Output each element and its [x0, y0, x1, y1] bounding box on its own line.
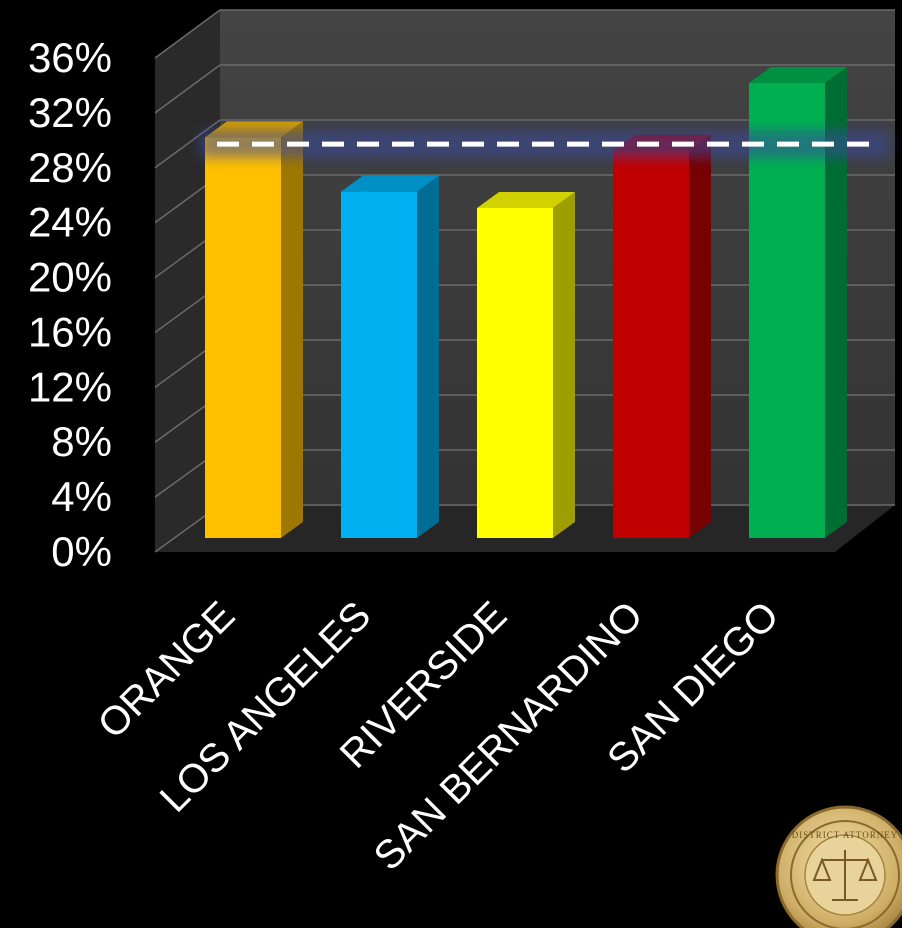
x-tick-label: SAN BERNARDINO	[366, 593, 652, 879]
bar	[341, 175, 439, 538]
y-tick-label: 8%	[51, 418, 112, 465]
bar-side	[281, 121, 303, 538]
reference-line-group	[200, 130, 890, 159]
bar-side	[417, 175, 439, 538]
bar-top	[477, 191, 575, 208]
bar-side	[825, 67, 847, 538]
gridline-side	[154, 64, 221, 114]
bar-top	[749, 67, 847, 83]
y-tick-label: 24%	[28, 199, 112, 246]
y-tick-label: 0%	[51, 528, 112, 575]
y-tick-label: 20%	[28, 254, 112, 301]
district-attorney-seal: DISTRICT ATTORNEY	[775, 805, 902, 928]
bar	[613, 134, 711, 538]
bar-front	[749, 83, 825, 538]
bar	[749, 67, 847, 538]
bar-side	[689, 134, 711, 538]
seal-text: DISTRICT ATTORNEY	[792, 830, 898, 840]
bar	[477, 191, 575, 538]
bar-front	[477, 207, 553, 538]
scales-of-justice-icon	[812, 850, 878, 901]
y-tick-label: 36%	[28, 34, 112, 81]
bar-front	[613, 150, 689, 538]
y-axis-ticks: 0% 4% 8% 12% 16% 20% 24% 28% 32% 36%	[28, 34, 112, 575]
y-tick-label: 16%	[28, 308, 112, 355]
y-tick-label: 12%	[28, 363, 112, 410]
y-tick-label: 4%	[51, 473, 112, 520]
gridline-side	[154, 119, 221, 169]
bar-front	[205, 137, 281, 538]
bar-side	[553, 191, 575, 538]
bar	[205, 121, 303, 538]
bar-top	[341, 175, 439, 192]
gridline-side	[154, 9, 221, 59]
y-tick-label: 32%	[28, 89, 112, 136]
y-tick-label: 28%	[28, 144, 112, 191]
bars	[205, 67, 847, 538]
bar-front	[341, 191, 417, 538]
